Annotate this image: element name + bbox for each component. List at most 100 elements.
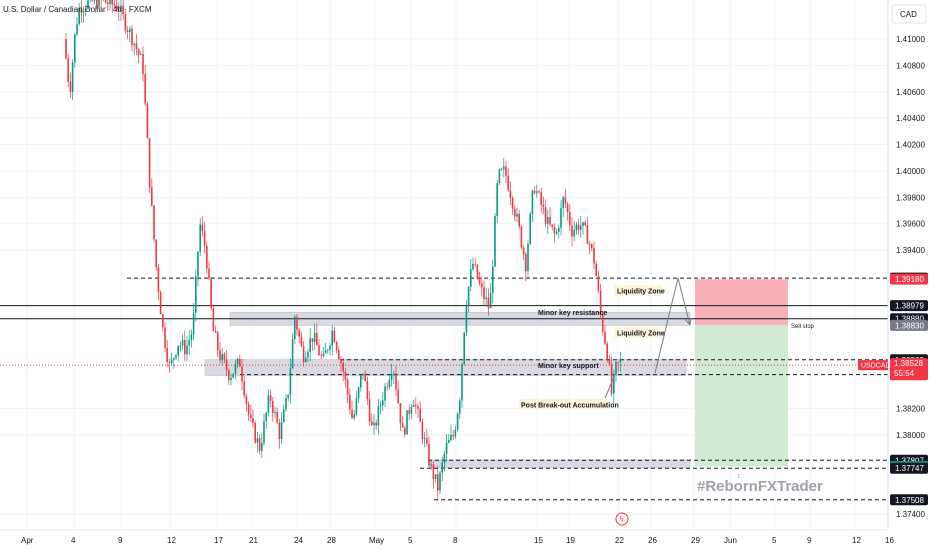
candle-body	[390, 374, 393, 380]
candle-body	[558, 227, 560, 232]
time-tick-label: 28	[327, 536, 336, 545]
price-scale[interactable]: 1.41000 1.40800 1.40600 1.40400 1.40200 1.400…	[896, 35, 925, 519]
candle-body	[157, 267, 160, 293]
position-risk-zone[interactable]	[695, 279, 788, 326]
candle-body	[382, 400, 384, 406]
time-axis[interactable]: Apr 4 9 12 17 21 24 28 May 5 8 15 19 22 26 29 Jun 5 9 12 16	[21, 536, 894, 545]
candle-body	[448, 440, 450, 443]
candle-body	[151, 187, 153, 206]
candle-body	[65, 39, 67, 59]
candle-body	[388, 379, 391, 388]
candle-body	[465, 305, 468, 333]
candle-body	[371, 421, 373, 426]
price-tick-label: 1.40200	[896, 141, 925, 150]
candle-body	[107, 2, 109, 5]
symbol-title: U.S. Dollar / Canadian Dollar · 4h · FXC…	[3, 5, 152, 14]
candle-body	[498, 169, 501, 183]
candle-body	[223, 353, 226, 360]
candle-body	[397, 389, 399, 404]
liquidity-zone-mid-bg	[614, 327, 662, 338]
candle-body	[540, 192, 542, 205]
candle-body	[177, 345, 179, 356]
candle-body	[181, 340, 184, 346]
candle-body	[428, 443, 430, 466]
candle-body	[547, 216, 549, 224]
liquidity-zone-mid-label: Liquidity Zone	[617, 331, 665, 338]
candlesticks	[65, 0, 622, 501]
candle-body	[575, 224, 578, 230]
candle-body	[434, 474, 437, 480]
candle-body	[305, 357, 307, 362]
candle-body	[168, 361, 171, 363]
candle-body	[536, 191, 538, 194]
candle-body	[140, 53, 142, 55]
time-tick-label: 9	[118, 536, 123, 545]
candle-body	[571, 225, 573, 237]
candle-body	[533, 190, 536, 194]
candle-body	[351, 409, 353, 419]
candle-body	[602, 313, 604, 332]
candle-body	[287, 394, 289, 399]
candle-body	[155, 239, 157, 268]
candle-body	[241, 366, 243, 382]
price-tick-label: 1.40800	[896, 61, 925, 70]
zone-rect[interactable]	[429, 459, 691, 469]
currency-button[interactable]	[891, 4, 927, 24]
price-badge-label: 1.38979	[895, 302, 924, 311]
flash-icon[interactable]	[615, 512, 629, 526]
candle-body	[564, 197, 567, 204]
candle-body	[230, 377, 232, 381]
candle-body	[393, 373, 395, 375]
candle-body	[256, 438, 259, 443]
candle-body	[267, 395, 270, 413]
candle-body	[109, 0, 111, 5]
candle-body	[159, 292, 162, 315]
candle-body	[78, 8, 80, 25]
position-reward-zone[interactable]	[695, 325, 788, 467]
candle-body	[573, 229, 575, 237]
candle-body	[454, 429, 457, 437]
candle-body	[375, 422, 377, 426]
candle-body	[518, 213, 520, 227]
candle-body	[71, 62, 74, 92]
candle-body	[562, 197, 564, 208]
candle-body	[412, 404, 415, 407]
candle-body	[582, 222, 584, 226]
candle-body	[201, 224, 204, 232]
price-badge-label: 1.39180	[895, 275, 924, 284]
candle-body	[93, 0, 96, 1]
candle-body	[186, 345, 188, 355]
candle-body	[481, 283, 483, 288]
candle-body	[175, 355, 177, 358]
candle-body	[219, 349, 221, 361]
candle-body	[280, 421, 283, 439]
candle-body	[111, 0, 113, 5]
time-tick-label: 17	[214, 536, 223, 545]
candle-body	[217, 332, 219, 350]
candle-body	[148, 138, 151, 188]
candle-body	[379, 405, 382, 407]
candle-body	[252, 418, 254, 424]
candle-body	[203, 231, 206, 246]
candle-body	[549, 216, 551, 225]
price-tick-label: 1.39800	[896, 193, 925, 202]
candle-body	[386, 386, 388, 388]
candle-body	[569, 211, 571, 226]
time-tick-label: Jun	[724, 536, 737, 545]
candle-body	[104, 0, 107, 3]
candle-body	[511, 197, 514, 209]
price-badge	[890, 300, 928, 312]
candle-body	[322, 353, 325, 356]
candle-body	[228, 370, 230, 381]
candle-body	[485, 297, 487, 300]
price-tick-label: 1.37400	[896, 510, 925, 519]
candle-body	[489, 293, 492, 309]
candle-body	[584, 222, 586, 226]
time-tick-label: 5	[772, 536, 777, 545]
time-tick-label: 5	[408, 536, 413, 545]
candle-body	[309, 338, 311, 352]
candle-body	[505, 166, 507, 176]
candle-body	[610, 364, 613, 394]
candle-body	[478, 278, 481, 284]
